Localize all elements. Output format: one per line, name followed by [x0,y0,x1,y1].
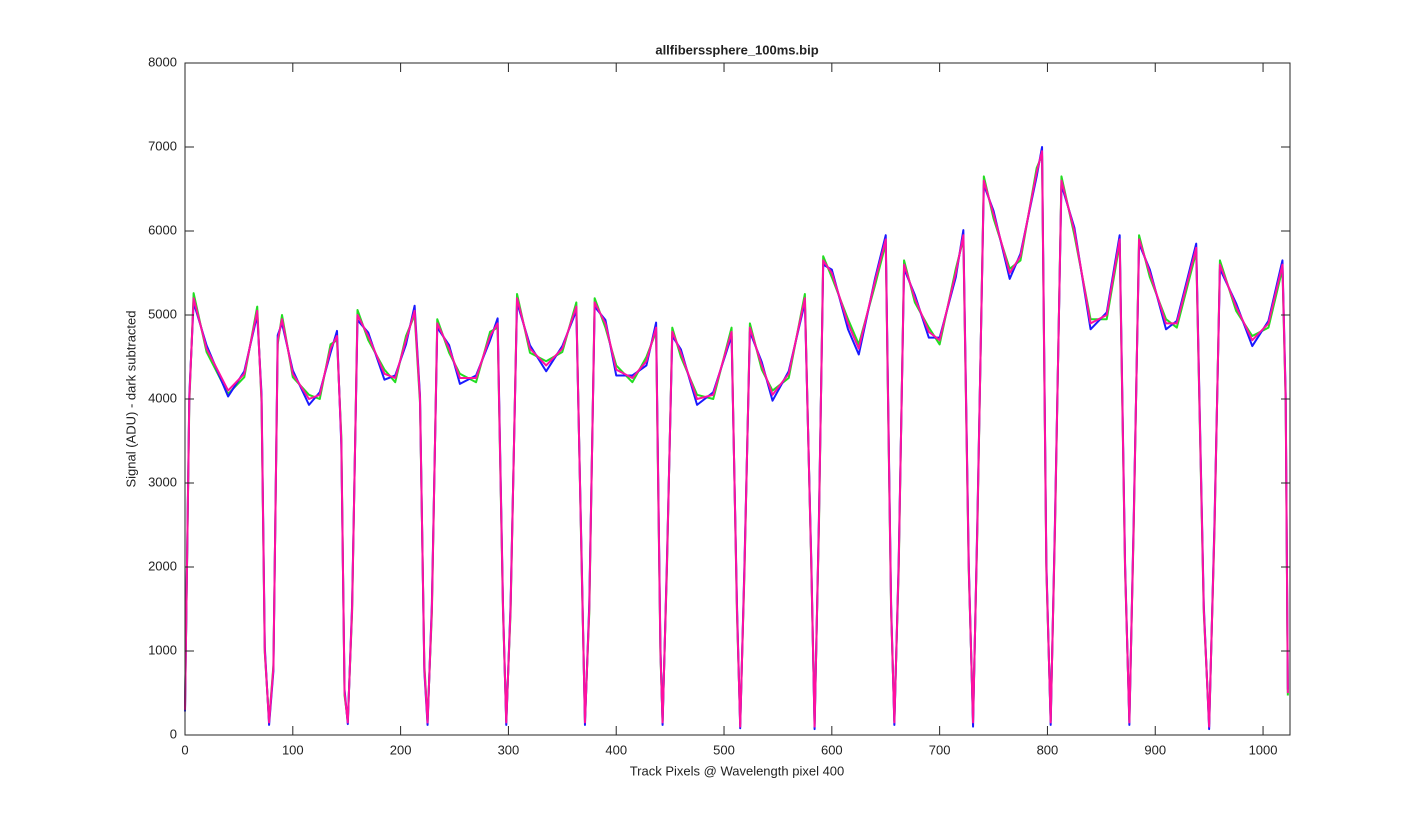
x-tick-label: 400 [605,742,627,757]
x-tick-label: 200 [390,742,412,757]
y-tick-label: 8000 [148,54,177,69]
y-tick-label: 4000 [148,390,177,405]
x-tick-label: 500 [713,742,735,757]
y-tick-label: 2000 [148,558,177,573]
x-tick-label: 300 [498,742,520,757]
x-tick-label: 600 [821,742,843,757]
y-tick-label: 7000 [148,138,177,153]
x-tick-label: 0 [181,742,188,757]
x-tick-label: 1000 [1249,742,1278,757]
x-tick-label: 100 [282,742,304,757]
y-tick-label: 1000 [148,642,177,657]
y-axis-label: Signal (ADU) - dark subtracted [123,310,138,487]
data-line [184,150,1289,728]
x-tick-label: 800 [1037,742,1059,757]
y-tick-label: 0 [170,726,177,741]
y-tick-label: 6000 [148,222,177,237]
y-tick-label: 5000 [148,306,177,321]
x-axis-label: Track Pixels @ Wavelength pixel 400 [630,763,845,778]
x-tick-label: 900 [1144,742,1166,757]
chart-title: allfiberssphere_100ms.bip [655,42,818,57]
x-tick-label: 700 [929,742,951,757]
y-tick-label: 3000 [148,474,177,489]
